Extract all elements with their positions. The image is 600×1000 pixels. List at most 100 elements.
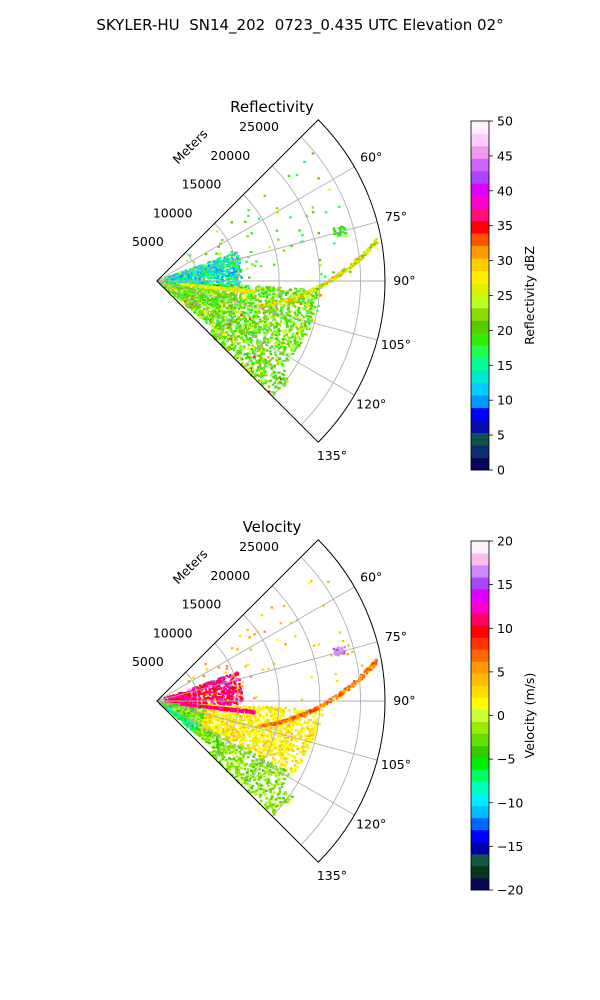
velocity-gate bbox=[254, 768, 257, 771]
reflectivity-gate bbox=[248, 370, 252, 373]
reflectivity-gate bbox=[279, 300, 282, 303]
reflectivity-gate bbox=[274, 292, 278, 295]
reflectivity-gate bbox=[238, 346, 241, 349]
velocity-gate bbox=[281, 753, 285, 756]
velocity-gate bbox=[257, 746, 261, 749]
reflectivity-gate bbox=[278, 323, 281, 326]
velocity-gate bbox=[216, 733, 219, 736]
reflectivity-gate bbox=[214, 299, 218, 302]
reflectivity-gate bbox=[311, 152, 315, 155]
reflectivity-gate bbox=[253, 264, 257, 267]
reflectivity-gate bbox=[258, 357, 262, 360]
reflectivity-gate bbox=[252, 350, 255, 353]
reflectivity-gate bbox=[192, 260, 196, 264]
reflectivity-gate bbox=[193, 305, 196, 308]
velocity-gate bbox=[188, 725, 191, 728]
reflectivity-gate bbox=[193, 301, 197, 304]
reflectivity-gate bbox=[262, 319, 266, 322]
reflectivity-gate bbox=[214, 283, 218, 287]
velocity-gate bbox=[210, 721, 213, 724]
reflectivity-gate bbox=[233, 346, 237, 349]
reflectivity-gate bbox=[213, 333, 217, 336]
reflectivity-gate bbox=[256, 297, 259, 300]
reflectivity-gate bbox=[203, 286, 207, 289]
reflectivity-gate bbox=[304, 325, 308, 328]
reflectivity-gate bbox=[219, 337, 222, 340]
reflectivity-gate bbox=[186, 274, 189, 278]
reflectivity-gate bbox=[335, 275, 338, 278]
reflectivity-colorbar-segment bbox=[471, 420, 489, 433]
velocity-gate bbox=[251, 784, 255, 787]
reflectivity-gate bbox=[262, 340, 266, 343]
reflectivity-gate bbox=[219, 334, 222, 337]
reflectivity-gate bbox=[277, 357, 281, 361]
reflectivity-gate bbox=[254, 317, 258, 320]
velocity-gate bbox=[194, 707, 197, 710]
reflectivity-gate bbox=[208, 285, 212, 288]
reflectivity-gate bbox=[273, 366, 276, 369]
reflectivity-gate bbox=[191, 303, 194, 306]
reflectivity-gate bbox=[216, 270, 220, 273]
reflectivity-colorbar-tick-label: 0 bbox=[497, 463, 505, 478]
reflectivity-gate bbox=[297, 301, 300, 304]
velocity-gate bbox=[253, 753, 257, 756]
reflectivity-gate bbox=[245, 288, 249, 291]
reflectivity-gate bbox=[240, 332, 243, 335]
reflectivity-gate bbox=[214, 270, 218, 273]
velocity-gate bbox=[286, 731, 290, 734]
reflectivity-gate bbox=[216, 263, 219, 266]
velocity-gate bbox=[225, 721, 229, 724]
reflectivity-gate bbox=[221, 337, 224, 340]
velocity-gate bbox=[244, 705, 248, 708]
reflectivity-gate bbox=[269, 353, 272, 356]
velocity-gate bbox=[196, 730, 199, 733]
reflectivity-gate bbox=[261, 328, 265, 331]
reflectivity-gate bbox=[226, 326, 230, 329]
reflectivity-gate bbox=[271, 299, 274, 302]
reflectivity-gate bbox=[264, 379, 268, 382]
reflectivity-gate bbox=[212, 302, 215, 305]
reflectivity-gate bbox=[311, 319, 315, 322]
reflectivity-gate bbox=[205, 274, 208, 277]
reflectivity-gate bbox=[180, 274, 184, 277]
reflectivity-gate bbox=[234, 311, 237, 314]
reflectivity-gate bbox=[280, 309, 283, 312]
reflectivity-gate bbox=[233, 315, 237, 318]
reflectivity-gate bbox=[233, 320, 236, 324]
velocity-gate bbox=[278, 746, 282, 749]
reflectivity-gate bbox=[248, 287, 251, 290]
reflectivity-gate bbox=[248, 322, 252, 326]
reflectivity-gate bbox=[260, 356, 263, 359]
reflectivity-gate bbox=[286, 313, 289, 316]
velocity-gate bbox=[275, 712, 278, 715]
reflectivity-gate bbox=[230, 320, 233, 323]
reflectivity-gate bbox=[247, 209, 250, 212]
reflectivity-gate bbox=[249, 341, 253, 344]
reflectivity-gate bbox=[255, 286, 258, 289]
reflectivity-gate bbox=[206, 283, 210, 286]
velocity-gate bbox=[265, 789, 268, 792]
velocity-gate bbox=[278, 747, 281, 750]
reflectivity-gate bbox=[233, 278, 237, 281]
reflectivity-gate bbox=[266, 303, 270, 306]
reflectivity-gate bbox=[303, 323, 307, 326]
reflectivity-gate bbox=[252, 319, 255, 322]
reflectivity-gate bbox=[216, 312, 220, 315]
reflectivity-gate bbox=[284, 319, 288, 322]
reflectivity-gate bbox=[267, 386, 270, 389]
reflectivity-gate bbox=[253, 315, 257, 318]
reflectivity-gate bbox=[283, 346, 286, 349]
velocity-gate bbox=[200, 730, 203, 733]
velocity-gate bbox=[318, 713, 322, 716]
reflectivity-gate bbox=[341, 270, 344, 273]
reflectivity-gate bbox=[273, 326, 276, 330]
reflectivity-gate bbox=[346, 269, 349, 272]
reflectivity-gate bbox=[247, 356, 250, 359]
reflectivity-gate bbox=[191, 309, 195, 312]
reflectivity-gate bbox=[232, 347, 236, 350]
velocity-gate bbox=[255, 789, 258, 792]
reflectivity-colorbar-segment bbox=[471, 320, 489, 334]
reflectivity-gate bbox=[231, 261, 234, 264]
velocity-gate bbox=[297, 730, 300, 733]
velocity-gate bbox=[272, 716, 276, 719]
